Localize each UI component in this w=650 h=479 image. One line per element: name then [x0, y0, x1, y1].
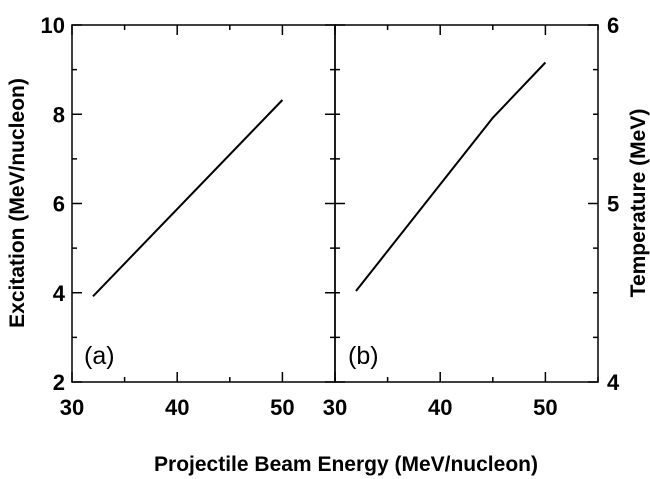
y-tick-label: 6: [607, 13, 619, 38]
axis-ticks: [71, 24, 599, 383]
y-tick-label: 6: [53, 192, 65, 217]
left-y-axis-title: Excitation (MeV/nucleon): [6, 78, 29, 328]
series-line-b-0: [355, 61, 547, 292]
series-line-a-0: [92, 99, 284, 297]
x-axis-title: Projectile Beam Energy (MeV/nucleon): [154, 453, 538, 476]
right-y-axis-title: Temperature (MeV): [627, 109, 650, 298]
panel-b-label: (b): [348, 342, 379, 370]
panel-a-label: (a): [84, 342, 115, 370]
y-tick-label: 5: [607, 192, 619, 217]
panel-frame-a: [71, 24, 336, 383]
x-tick-label: 50: [270, 395, 294, 420]
x-tick-label: 30: [60, 395, 84, 420]
x-tick-label: 30: [323, 395, 347, 420]
x-tick-label: 50: [533, 395, 557, 420]
y-tick-label: 10: [41, 13, 65, 38]
data-lines: [92, 61, 547, 297]
x-tick-label: 40: [428, 395, 452, 420]
y-tick-label: 4: [607, 370, 620, 395]
panel-frame-b: [334, 24, 599, 383]
y-tick-label: 8: [53, 102, 65, 127]
x-tick-label: 40: [165, 395, 189, 420]
y-tick-label: 2: [53, 370, 65, 395]
y-tick-label: 4: [53, 281, 66, 306]
tick-labels: 30 40 50 2 4 6 8 10 30 40 50 4 5 6: [41, 13, 620, 420]
